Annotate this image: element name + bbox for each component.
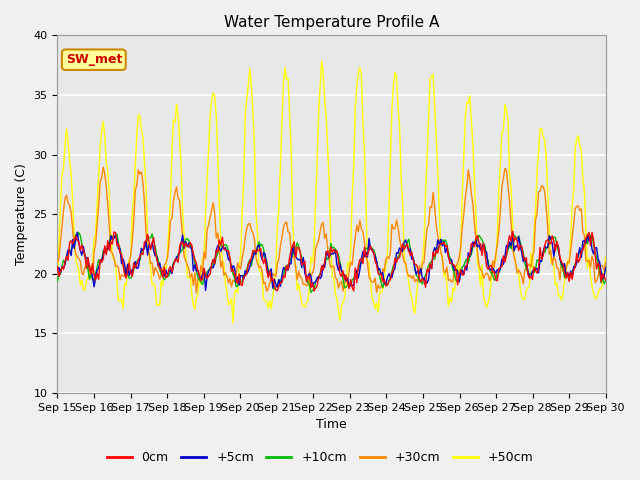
X-axis label: Time: Time [316, 419, 347, 432]
Text: SW_met: SW_met [66, 53, 122, 66]
Legend: 0cm, +5cm, +10cm, +30cm, +50cm: 0cm, +5cm, +10cm, +30cm, +50cm [102, 446, 538, 469]
Title: Water Temperature Profile A: Water Temperature Profile A [224, 15, 439, 30]
Y-axis label: Temperature (C): Temperature (C) [15, 163, 28, 265]
